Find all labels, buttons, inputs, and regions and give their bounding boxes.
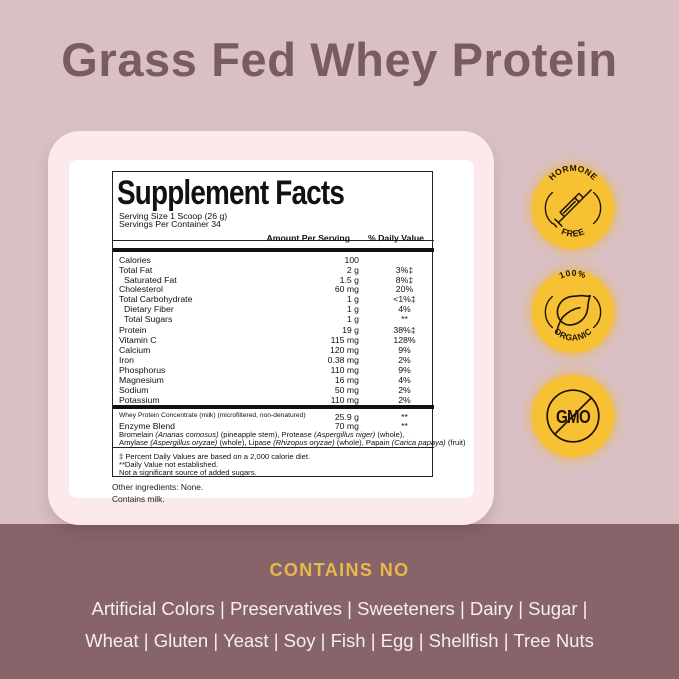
svg-text:GMO: GMO: [556, 405, 590, 427]
